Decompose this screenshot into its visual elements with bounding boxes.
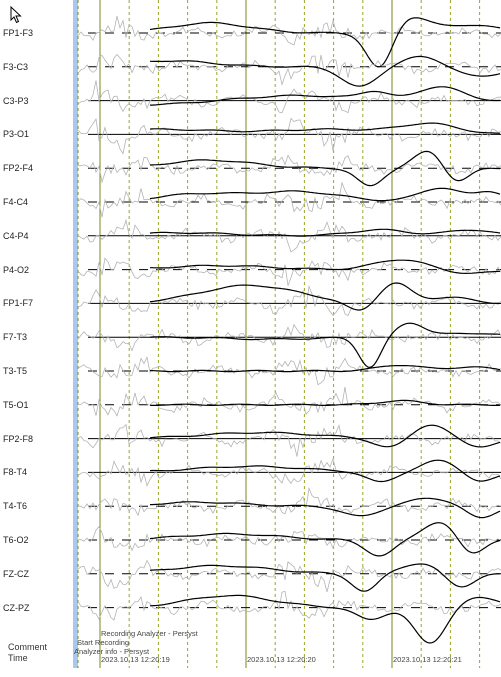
- artifact-trace-t3-t5: [77, 356, 501, 386]
- eeg-trace-fp1-f7: [149, 282, 500, 311]
- eeg-trace-fp2-f8: [149, 424, 501, 448]
- channel-label-f7-t3[interactable]: F7-T3: [3, 332, 28, 343]
- channel-label-fp2-f8[interactable]: FP2-F8: [3, 433, 34, 444]
- channel-label-f3-c3[interactable]: F3-C3: [3, 61, 29, 72]
- artifact-trace-p3-o1: [77, 117, 501, 155]
- eeg-trace-t3-t5: [149, 365, 501, 373]
- channel-label-fp1-f3[interactable]: FP1-F3: [3, 28, 34, 38]
- channel-label-cz-pz[interactable]: CZ-PZ: [3, 602, 30, 613]
- comment-start-recording[interactable]: Start Recording: [77, 638, 130, 647]
- channel-label-c4-p4[interactable]: C4-P4: [3, 230, 29, 241]
- channel-label-c3-p3[interactable]: C3-P3: [3, 95, 29, 106]
- eeg-trace-f7-t3: [149, 322, 501, 369]
- channel-label-fp2-f4[interactable]: FP2-F4: [3, 163, 34, 174]
- artifact-trace-fp1-f7: [77, 284, 501, 317]
- channel-label-f8-t4[interactable]: F8-T4: [3, 467, 28, 478]
- eeg-trace-fp2-f4: [149, 150, 501, 187]
- artifact-trace-cz-pz: [77, 590, 501, 621]
- eeg-trace-c3-p3: [150, 86, 501, 106]
- time-row-label: Time: [8, 653, 28, 663]
- artifact-trace-t5-o1: [77, 386, 501, 417]
- channel-label-fz-cz[interactable]: FZ-CZ: [3, 568, 29, 579]
- channel-label-t6-o2[interactable]: T6-O2: [3, 535, 29, 545]
- comment-recording-analyzer[interactable]: Recording Analyzer - Persyst: [101, 629, 198, 638]
- artifact-trace-fp2-f4: [78, 154, 501, 184]
- channel-label-p4-o2[interactable]: P4-O2: [3, 264, 30, 275]
- eeg-trace-t5-o1: [149, 399, 501, 406]
- artifact-trace-fp1-f3: [77, 16, 501, 46]
- channel-label-t5-o1[interactable]: T5-O1: [3, 399, 29, 410]
- eeg-trace-cz-pz: [149, 594, 501, 644]
- comment-analyzer-info[interactable]: Analyzer info - Persyst: [74, 647, 150, 656]
- channel-label-t4-t6[interactable]: T4-T6: [3, 501, 28, 512]
- timestamp-1: 2023.10.13 12:20:19: [101, 655, 170, 664]
- artifact-trace-p4-o2: [77, 257, 501, 286]
- mouse-pointer-icon: [10, 5, 22, 29]
- artifact-trace-f8-t4: [77, 457, 501, 487]
- eeg-trace-fp1-f3: [149, 17, 501, 68]
- eeg-trace-f8-t4: [149, 459, 501, 483]
- eeg-trace-fz-cz: [149, 563, 500, 592]
- channel-label-p3-o1[interactable]: P3-O1: [3, 129, 30, 140]
- eeg-trace-p4-o2: [150, 259, 501, 275]
- channel-label-t3-t5[interactable]: T3-T5: [3, 366, 28, 376]
- left-scroll-bar: [73, 0, 78, 668]
- timestamp-2: 2023.10.13 12:20:20: [247, 655, 316, 664]
- eeg-trace-f3-c3: [150, 55, 501, 87]
- timestamp-3: 2023.10.13 12:20:21: [393, 655, 462, 664]
- eeg-trace-t6-o2: [149, 522, 501, 557]
- artifact-trace-f4-c4: [77, 181, 501, 218]
- eeg-trace-p3-o1: [149, 122, 501, 134]
- eeg-trace-f4-c4: [149, 187, 501, 202]
- channel-label-f4-c4[interactable]: F4-C4: [3, 197, 29, 207]
- artifact-trace-fz-cz: [77, 559, 501, 593]
- artifact-trace-fp2-f8: [77, 423, 501, 457]
- artifact-trace-t6-o2: [77, 526, 501, 552]
- artifact-trace-t4-t6: [77, 486, 501, 517]
- comment-row-label: Comment: [8, 642, 48, 652]
- artifact-trace-f7-t3: [77, 323, 501, 352]
- eeg-trace-c4-p4: [149, 228, 501, 237]
- eeg-trace-t4-t6: [150, 497, 501, 519]
- artifact-trace-c3-p3: [77, 80, 501, 114]
- artifact-trace-c4-p4: [77, 218, 501, 253]
- artifact-trace-f3-c3: [77, 53, 501, 86]
- channel-label-fp1-f7[interactable]: FP1-F7: [3, 298, 34, 309]
